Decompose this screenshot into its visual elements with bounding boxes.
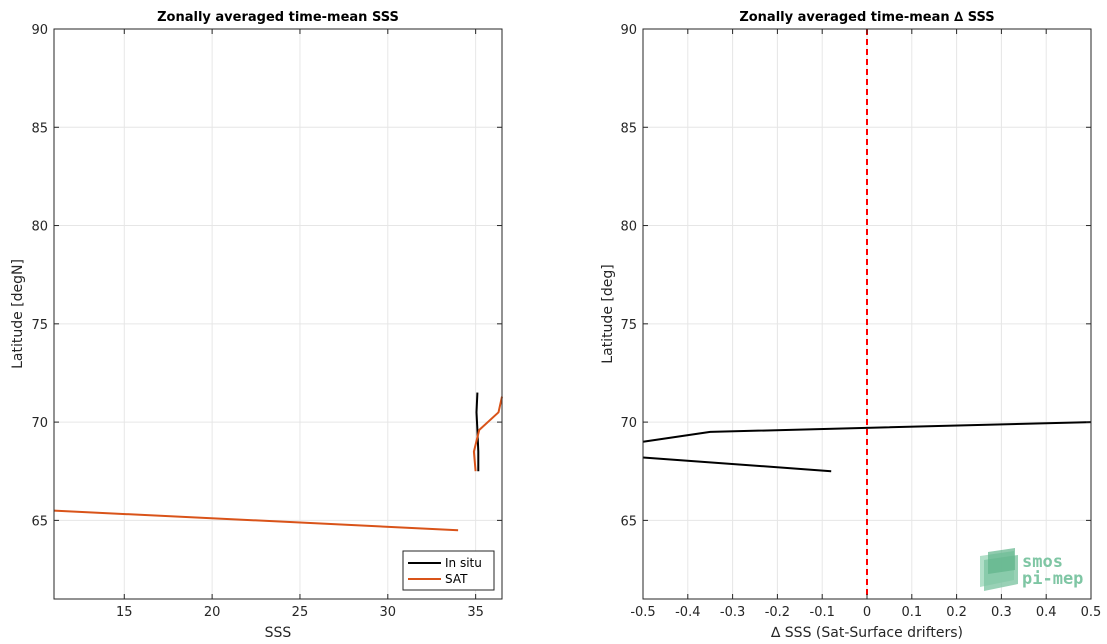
delta-sss-x-tick-label: -0.5 [630, 605, 655, 620]
delta-sss-y-tick-label: 70 [620, 416, 637, 431]
sss-panel: 15 20 25 30 35 65 70 75 80 85 90 Zonally averaged… [10, 10, 503, 641]
sss-x-tick-label: 15 [116, 605, 133, 620]
delta-sss-y-tick-label: 90 [620, 23, 637, 38]
sss-y-ticks: 65 70 75 80 85 90 [31, 23, 502, 529]
delta-sss-y-axis-label: Latitude [deg] [600, 264, 616, 363]
delta-sss-chart-title: Zonally averaged time-mean ∆ SSS [739, 10, 994, 25]
delta-sss-x-tick-label: -0.3 [720, 605, 745, 620]
delta-sss-y-tick-label: 75 [620, 318, 637, 333]
sss-y-tick-label: 70 [31, 416, 48, 431]
sss-legend: In situ SAT [402, 550, 495, 591]
delta-sss-x-tick-label: 0 [863, 605, 871, 620]
sss-data-lines [53, 392, 503, 532]
delta-sss-y-tick-label: 85 [620, 121, 637, 136]
legend-box [402, 550, 495, 591]
delta-sss-y-tick-label: 65 [620, 514, 637, 529]
delta-sss-y-ticks: 65 70 75 80 85 90 [620, 23, 1091, 529]
sss-series-line-2 [53, 509, 459, 532]
legend-label-in-situ: In situ [445, 556, 482, 570]
sss-y-tick-label: 65 [31, 514, 48, 529]
legend-label-sat: SAT [445, 572, 468, 586]
sss-x-ticks: 15 20 25 30 35 [116, 29, 484, 620]
sss-y-tick-label: 75 [31, 318, 48, 333]
delta-sss-x-tick-label: -0.4 [675, 605, 700, 620]
smos-pi-mep-logo: smos pi-mep [980, 548, 1083, 591]
sss-series-line-1 [472, 396, 503, 472]
logo-text-line1: smos [1022, 552, 1063, 572]
delta-sss-x-tick-label: 0.2 [946, 605, 967, 620]
delta-sss-data-lines [642, 421, 1092, 473]
logo-text-line2: pi-mep [1022, 569, 1083, 589]
delta-sss-x-axis-label: ∆ SSS (Sat-Surface drifters) [770, 625, 963, 641]
delta-sss-y-tick-label: 80 [620, 220, 637, 235]
delta-sss-panel: -0.5 -0.4 -0.3 -0.2 -0.1 0 0.1 0.2 0.3 0.4 0.5 65 7… [600, 10, 1101, 641]
delta-sss-x-tick-label: 0.3 [991, 605, 1012, 620]
sss-y-axis-label: Latitude [degN] [10, 259, 26, 369]
sss-x-tick-label: 35 [467, 605, 484, 620]
delta-sss-x-ticks: -0.5 -0.4 -0.3 -0.2 -0.1 0 0.1 0.2 0.3 0.4 0.5 [630, 29, 1101, 620]
delta-sss-x-tick-label: 0.4 [1036, 605, 1057, 620]
delta-sss-series-line-0 [642, 421, 1092, 443]
sss-x-axis-label: SSS [265, 625, 292, 641]
sss-y-tick-label: 80 [31, 220, 48, 235]
logo-mark-icon [980, 548, 1018, 591]
sss-y-tick-label: 85 [31, 121, 48, 136]
delta-sss-x-tick-label: -0.1 [810, 605, 835, 620]
delta-sss-x-tick-label: 0.1 [901, 605, 922, 620]
delta-sss-x-tick-label: 0.5 [1081, 605, 1102, 620]
delta-sss-series-line-1 [642, 456, 832, 473]
sss-axes-frame [53, 28, 503, 600]
sss-x-tick-label: 30 [380, 605, 397, 620]
sss-series-line-0 [475, 392, 480, 472]
delta-sss-x-tick-label: -0.2 [765, 605, 790, 620]
sss-x-tick-label: 25 [292, 605, 309, 620]
sss-y-tick-label: 90 [31, 23, 48, 38]
sss-x-tick-label: 20 [204, 605, 221, 620]
sss-chart-title: Zonally averaged time-mean SSS [157, 10, 399, 25]
